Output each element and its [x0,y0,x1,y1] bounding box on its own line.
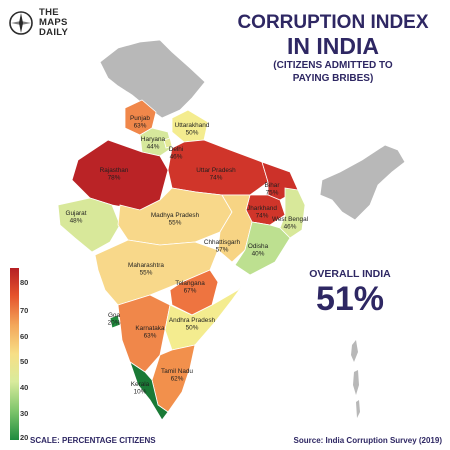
state-name-odisha: Odisha [248,243,269,250]
state-name-bihar: Bihar [265,182,281,189]
state-name-gujarat: Gujarat [66,210,87,217]
state-name-uttarakhand: Uttarakhand [175,122,210,129]
state-value-haryana: 44% [147,144,160,151]
brand-name: THE MAPS DAILY [39,8,68,38]
state-name-maharashtra: Maharashtra [128,262,164,269]
title-block: CORRUPTION INDEX IN INDIA (CITIZENS ADMI… [228,12,438,85]
state-name-karnataka: Karnataka [135,325,165,332]
state-value-bihar: 75% [266,190,279,197]
state-value-telangana: 67% [184,288,197,295]
legend-tick: 80 [20,278,29,287]
page-title-line-2: IN INDIA [287,33,379,59]
overall-value: 51% [315,280,385,318]
state-odisha [234,221,291,276]
brand-line-1: THE [39,7,59,18]
state-value-delhi: 46% [170,154,183,161]
state-name-haryana: Haryana [141,136,166,143]
state-value-jharkhand: 74% [256,213,269,220]
state-delhi [163,137,173,149]
state-name-jharkhand: Jharkhand [247,205,277,212]
state-value-odisha: 40% [252,251,265,258]
legend-ticks: 80 70 60 50 40 30 20 [20,0,44,450]
state-value-west-bengal: 46% [284,224,297,231]
state-value-gujarat: 48% [70,218,83,225]
state-chhattisgarh [217,194,253,263]
region-north-no-data [99,39,206,119]
legend-tick: 20 [20,433,29,442]
state-uttar-pradesh [167,139,269,196]
state-name-andhra-pradesh: Andhra Pradesh [169,317,216,324]
state-name-madhya-pradesh: Madhya Pradesh [151,212,200,219]
state-name-rajasthan: Rajasthan [100,167,129,174]
state-value-madhya-pradesh: 55% [169,220,182,227]
state-value-uttar-pradesh: 74% [210,175,223,182]
brand-logo: THE MAPS DAILY [8,8,68,38]
state-value-chhattisgarh: 57% [216,247,229,254]
state-value-uttarakhand: 50% [186,130,199,137]
state-value-goa: 20% [108,320,121,327]
state-kerala [129,361,169,421]
state-name-tamil-nadu: Tamil Nadu [161,368,193,375]
brand-line-3: DAILY [39,27,69,38]
state-name-punjab: Punjab [130,115,150,122]
legend-tick: 50 [20,357,29,366]
state-name-delhi: Delhi [169,146,184,153]
page-title: CORRUPTION INDEX [237,12,429,33]
state-name-telangana: Telangana [175,280,205,287]
state-value-tamil-nadu: 62% [171,376,184,383]
state-value-kerala: 10% [134,389,147,396]
compass-icon [9,11,33,35]
state-value-karnataka: 63% [144,333,157,340]
scale-label: SCALE: PERCENTAGE CITIZENS [30,436,156,445]
brand-line-2: MAPS [39,17,68,28]
legend-tick: 40 [20,383,29,392]
legend-tick: 30 [20,409,29,418]
state-value-rajasthan: 78% [108,175,121,182]
region-islands-no-data [351,340,360,418]
state-name-west-bengal: West Bengal [272,216,308,223]
state-name-kerala: Kerala [131,381,150,388]
state-value-punjab: 63% [134,123,147,130]
legend-tick: 60 [20,332,29,341]
state-name-uttar-pradesh: Uttar Pradesh [196,167,236,174]
state-andhra-pradesh [164,274,251,351]
subtitle-line-2: PAYING BRIBES) [292,73,374,84]
source-credit: Source: India Corruption Survey (2019) [293,436,442,445]
region-northeast-no-data [319,144,406,221]
legend-color-scale [10,268,19,440]
state-value-andhra-pradesh: 50% [186,325,199,332]
state-value-maharashtra: 55% [140,270,153,277]
state-west-bengal [279,187,306,239]
state-name-chhattisgarh: Chhattisgarh [204,239,241,246]
subtitle-line-1: (CITIZENS ADMITTED TO [273,60,393,71]
state-gujarat [57,197,121,253]
state-name-goa: Goa [108,312,121,319]
overall-label: OVERALL INDIA [309,268,391,280]
legend-tick: 70 [20,306,29,315]
overall-india: OVERALL INDIA 51% [300,268,400,318]
